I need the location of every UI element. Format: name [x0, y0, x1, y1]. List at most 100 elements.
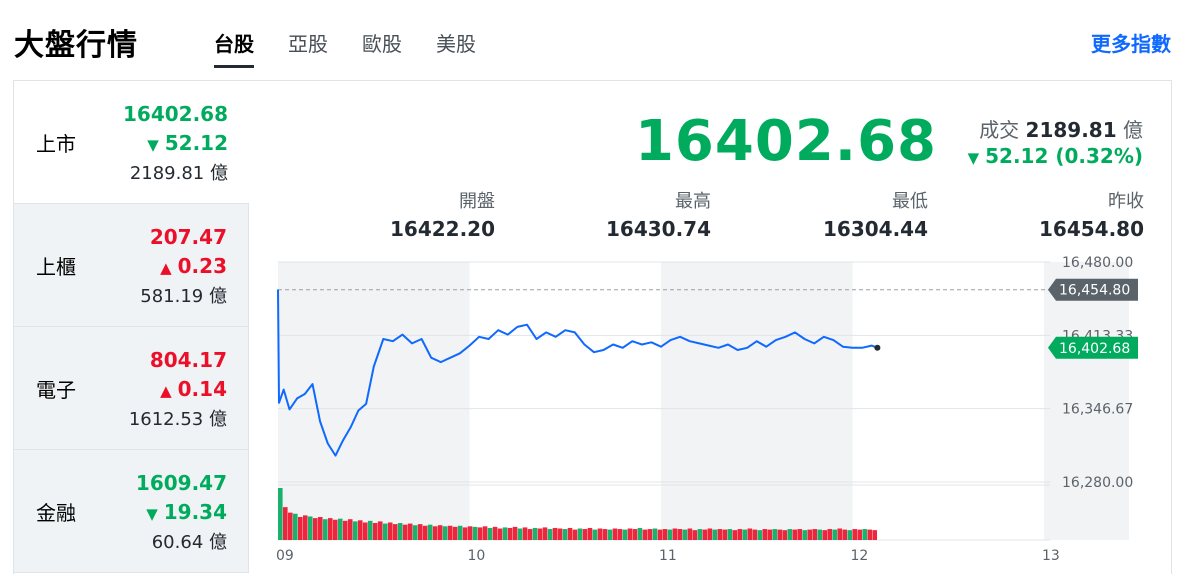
volume-bar	[847, 530, 853, 540]
volume-bar	[417, 524, 423, 540]
volume-bar	[467, 526, 473, 540]
volume-bar	[492, 526, 498, 540]
index-name: 上市	[36, 132, 76, 156]
volume-bar	[647, 529, 653, 540]
volume-bar	[397, 523, 403, 540]
volume-bar	[472, 526, 478, 540]
volume-bar	[427, 524, 433, 540]
volume-bar	[737, 529, 743, 540]
price-line	[277, 289, 878, 457]
x-tick-label: 12	[851, 548, 869, 564]
stat-high: 最高 16430.74	[605, 191, 711, 241]
volume-bar	[372, 523, 378, 540]
volume-bar	[302, 515, 308, 540]
volume-bar	[722, 529, 728, 540]
volume-bar	[502, 527, 508, 540]
volume-bar	[402, 524, 408, 540]
sidebar-item-finance[interactable]: 金融 1609.47 ▼ 19.34 60.64 億	[14, 450, 249, 573]
index-change: ▲ 0.23	[160, 254, 227, 278]
index-change: ▲ 0.14	[160, 377, 227, 401]
volume-bar	[597, 528, 603, 540]
volume-bar	[312, 518, 318, 540]
tab-europe[interactable]: 歐股	[362, 32, 402, 56]
volume-bar	[587, 527, 593, 540]
y-tick-label: 16,480.00	[1062, 255, 1133, 271]
volume-bar	[542, 527, 548, 540]
volume-bar	[852, 529, 858, 540]
volume-bar	[457, 525, 463, 540]
volume-bar	[802, 530, 808, 540]
volume-bar	[562, 529, 568, 540]
volume-bar	[482, 526, 488, 540]
stat-low: 最低 16304.44	[822, 191, 928, 241]
volume-bar	[582, 529, 588, 540]
triangle-down-icon: ▼	[146, 505, 158, 523]
volume-bar	[297, 517, 303, 540]
index-volume: 60.64 億	[151, 532, 227, 553]
volume-bar	[382, 523, 388, 540]
volume-bar	[667, 529, 673, 540]
volume-bar	[762, 529, 768, 540]
volume-bar	[437, 525, 443, 540]
after-hours-band	[1044, 262, 1129, 540]
volume-bar	[627, 528, 633, 540]
volume-bar	[507, 527, 513, 540]
index-price: 16402.68	[122, 102, 228, 126]
volume-bar	[747, 528, 753, 540]
volume-bar	[817, 529, 823, 540]
triangle-down-icon: ▼	[147, 136, 159, 154]
volume-bar	[567, 527, 573, 540]
x-tick-label: 13	[1042, 548, 1060, 564]
volume-bar	[407, 523, 413, 540]
volume-bar	[442, 526, 448, 540]
volume-bar	[462, 527, 468, 540]
index-price: 804.17	[149, 348, 227, 372]
volume-bar	[392, 524, 398, 540]
index-volume: 1612.53 億	[128, 409, 227, 430]
last-price-tag: 16,402.68	[1059, 341, 1130, 357]
volume-bar	[857, 529, 863, 540]
volume-bar	[867, 529, 873, 540]
volume-bar	[317, 517, 323, 540]
volume-bar	[322, 519, 328, 540]
volume-bar	[757, 530, 763, 540]
more-indices-link[interactable]: 更多指數	[1091, 32, 1171, 56]
volume-bar	[862, 529, 868, 540]
tab-us[interactable]: 美股	[436, 32, 476, 56]
volume-bar	[362, 522, 368, 540]
index-name: 上櫃	[36, 255, 76, 279]
volume-bar	[842, 529, 848, 540]
sidebar-item-listed[interactable]: 上市 16402.68 ▼ 52.12 2189.81 億	[14, 81, 249, 204]
volume-bar	[687, 528, 693, 540]
volume-bar	[707, 528, 713, 540]
triangle-up-icon: ▲	[160, 382, 172, 400]
volume-bar	[307, 516, 313, 540]
volume-bar	[477, 527, 483, 540]
volume-bar	[497, 528, 503, 540]
volume-bar	[367, 520, 373, 540]
volume-bar	[787, 529, 793, 540]
current-price: 16402.68	[634, 109, 937, 174]
volume-bar	[697, 529, 703, 540]
tab-taiwan[interactable]: 台股	[214, 28, 254, 68]
volume-bar	[347, 519, 353, 540]
volume-bar	[732, 530, 738, 540]
volume-bar	[337, 518, 343, 540]
turnover: 成交 2189.81 億	[979, 118, 1143, 142]
sidebar-item-otc[interactable]: 上櫃 207.47 ▲ 0.23 581.19 億	[14, 204, 249, 327]
volume-bar	[652, 528, 658, 540]
tab-asia[interactable]: 亞股	[288, 32, 328, 56]
volume-bar	[512, 526, 518, 540]
volume-bar	[642, 529, 648, 540]
quote-main: 16402.68 成交 2189.81 億 ▼ 52.12 (0.32%) 開盤 …	[249, 81, 1171, 574]
volume-bar	[527, 529, 533, 540]
volume-bar	[352, 521, 358, 540]
volume-bar	[327, 518, 333, 540]
volume-bar	[777, 529, 783, 540]
sidebar-item-electronics[interactable]: 電子 804.17 ▲ 0.14 1612.53 億	[14, 327, 249, 450]
volume-bar	[807, 529, 813, 540]
volume-bar	[432, 526, 438, 540]
volume-bar	[792, 529, 798, 540]
price-change: ▼ 52.12 (0.32%)	[967, 144, 1143, 168]
